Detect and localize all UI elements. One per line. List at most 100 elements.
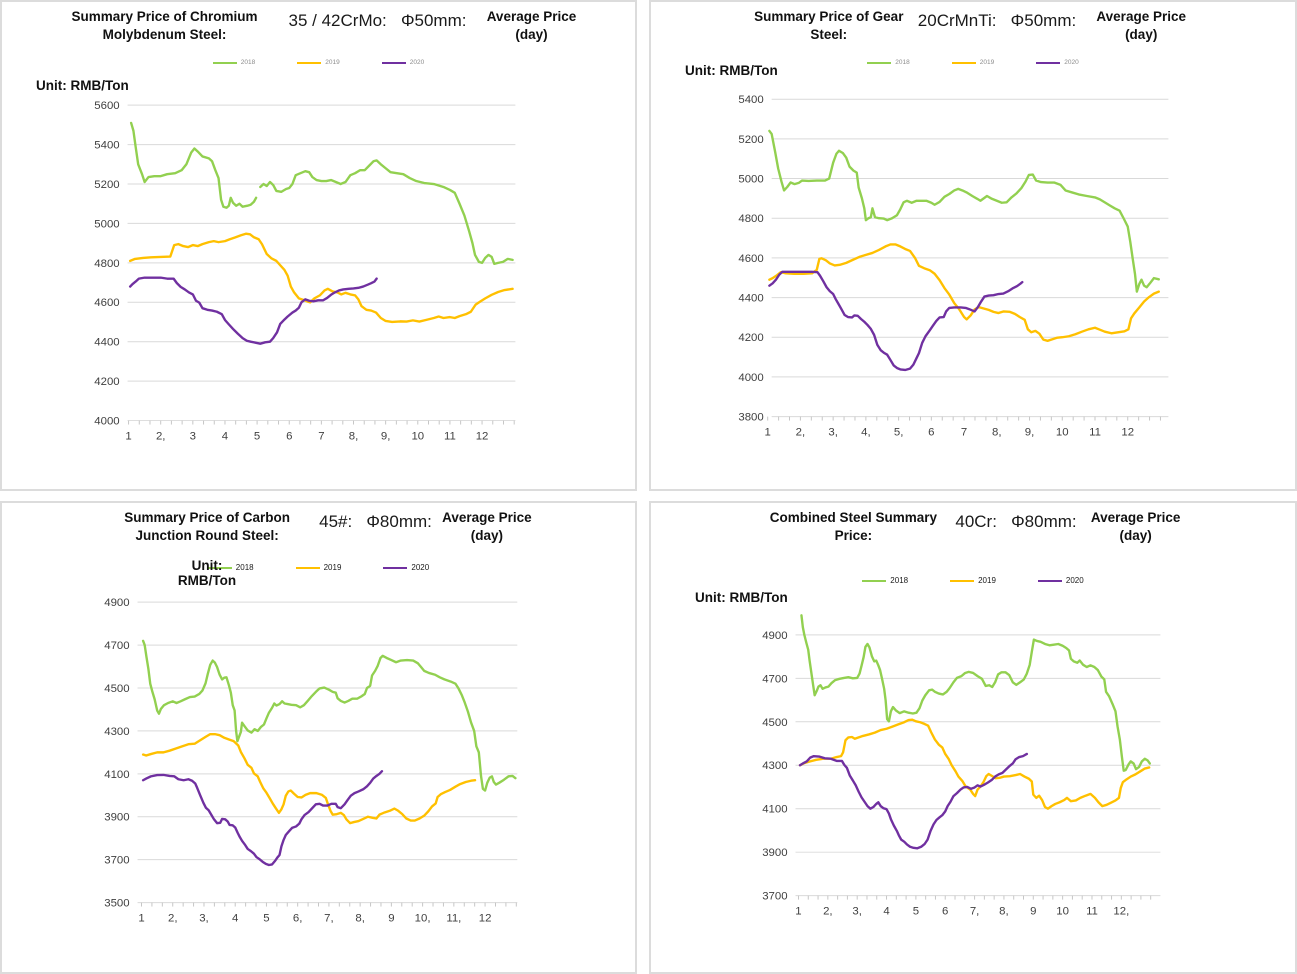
legend-line-2019-icon xyxy=(297,61,322,64)
svg-text:8,: 8, xyxy=(999,905,1009,917)
chart-title-suffix: Average Price (day) xyxy=(1090,510,1181,543)
legend-item-2018: 2018 xyxy=(862,576,908,585)
legend-item-2020: 2020 xyxy=(1037,576,1084,585)
svg-text:4200: 4200 xyxy=(94,376,119,388)
chart-panel-gear-steel: Summary Price of Gear Steel: 20CrMnTi: Φ… xyxy=(649,0,1297,491)
chart-title: Summary Price of Chromium Molybdenum Ste… xyxy=(2,8,635,43)
unit-label: Unit: RMB/Ton xyxy=(36,78,129,93)
svg-text:1: 1 xyxy=(138,912,144,924)
svg-text:5: 5 xyxy=(263,912,269,924)
chart-panel-chromium-molybdenum: Summary Price of Chromium Molybdenum Ste… xyxy=(0,0,637,491)
legend-line-2020-icon xyxy=(383,566,408,569)
svg-text:10: 10 xyxy=(411,430,424,442)
svg-text:6: 6 xyxy=(928,426,934,438)
svg-text:2,: 2, xyxy=(796,426,806,438)
svg-text:4900: 4900 xyxy=(104,597,129,609)
svg-text:6: 6 xyxy=(942,905,948,917)
chart-title-suffix: Average Price (day) xyxy=(1096,9,1186,42)
chart-legend: 2018 2019 2020 xyxy=(2,563,635,572)
svg-text:5400: 5400 xyxy=(738,94,763,106)
chart-title-prefix: Summary Price of Carbon Junction Round S… xyxy=(124,510,290,543)
unit-label: Unit: RMB/Ton xyxy=(685,63,778,78)
svg-text:5: 5 xyxy=(913,905,919,917)
chart-title-spec: 20CrMnTi: Φ50mm: xyxy=(917,11,1077,30)
svg-text:3500: 3500 xyxy=(104,898,129,910)
unit-label: Unit: RMB/Ton xyxy=(695,590,788,605)
svg-text:5000: 5000 xyxy=(94,218,119,230)
svg-text:3700: 3700 xyxy=(104,855,129,867)
legend-item-2019: 2019 xyxy=(951,59,994,66)
svg-text:4800: 4800 xyxy=(738,213,763,225)
chart-title-spec: 35 / 42CrMo: Φ50mm: xyxy=(288,11,467,30)
svg-text:12,: 12, xyxy=(1113,905,1129,917)
svg-text:3900: 3900 xyxy=(104,812,129,824)
svg-text:6: 6 xyxy=(286,430,292,442)
chart-legend: 2018 2019 2020 xyxy=(2,59,635,66)
legend-label: 2019 xyxy=(323,563,342,572)
legend-line-2020-icon xyxy=(381,61,406,64)
svg-text:4400: 4400 xyxy=(738,293,763,305)
legend-label: 2019 xyxy=(978,576,996,585)
legend-item-2020: 2020 xyxy=(1036,59,1079,66)
svg-text:9: 9 xyxy=(1030,905,1036,917)
svg-text:11: 11 xyxy=(1089,426,1101,438)
chart-title-prefix: Summary Price of Chromium Molybdenum Ste… xyxy=(71,9,258,42)
svg-text:5200: 5200 xyxy=(738,134,763,146)
legend-item-2018: 2018 xyxy=(207,563,254,572)
legend-item-2019: 2019 xyxy=(295,563,342,572)
svg-text:3,: 3, xyxy=(828,426,838,438)
svg-text:4200: 4200 xyxy=(738,332,763,344)
unit-label: Unit: RMB/Ton xyxy=(177,558,237,588)
svg-text:4600: 4600 xyxy=(738,253,763,265)
svg-text:3900: 3900 xyxy=(762,847,787,859)
svg-text:4300: 4300 xyxy=(762,760,787,772)
svg-text:4400: 4400 xyxy=(94,337,119,349)
chart-legend: 2018 2019 2020 xyxy=(651,59,1295,66)
svg-text:3,: 3, xyxy=(199,912,209,924)
svg-text:4100: 4100 xyxy=(104,769,129,781)
legend-label: 2019 xyxy=(325,59,340,66)
svg-text:3,: 3, xyxy=(852,905,862,917)
legend-label: 2018 xyxy=(240,59,256,66)
svg-text:1: 1 xyxy=(795,905,801,917)
legend-label: 2018 xyxy=(235,563,254,572)
legend-line-2019-icon xyxy=(295,566,320,569)
svg-text:4800: 4800 xyxy=(94,258,119,270)
svg-text:8,: 8, xyxy=(992,426,1002,438)
legend-line-2019-icon xyxy=(950,579,975,582)
chart-panel-combined-steel: Combined Steel Summary Price: 40Cr: Φ80m… xyxy=(649,501,1297,974)
legend-line-2018-icon xyxy=(212,61,237,64)
svg-text:10: 10 xyxy=(1056,426,1069,438)
line-chart-plot: 5600 5400 5200 5000 4800 4600 4400 4200 4000 1 2, 3… xyxy=(94,100,516,442)
svg-text:4900: 4900 xyxy=(762,630,787,642)
svg-text:10: 10 xyxy=(1056,905,1069,917)
legend-label: 2018 xyxy=(890,576,909,585)
svg-text:4000: 4000 xyxy=(738,372,763,384)
chart-title-spec: 45#: Φ80mm: xyxy=(319,512,432,531)
chart-title-prefix: Summary Price of Gear Steel: xyxy=(754,9,904,42)
legend-line-2019-icon xyxy=(951,61,976,64)
svg-text:4100: 4100 xyxy=(762,804,787,816)
svg-text:12: 12 xyxy=(479,912,492,924)
legend-line-2020-icon xyxy=(1036,61,1061,64)
legend-item-2019: 2019 xyxy=(297,59,340,66)
svg-text:11: 11 xyxy=(1086,905,1098,917)
legend-line-2020-icon xyxy=(1037,579,1062,582)
svg-text:11: 11 xyxy=(444,430,456,442)
legend-label: 2020 xyxy=(1064,59,1079,66)
legend-label: 2020 xyxy=(1065,576,1084,585)
chart-title-suffix: Average Price (day) xyxy=(442,510,532,543)
svg-text:4500: 4500 xyxy=(104,683,129,695)
svg-text:10,: 10, xyxy=(415,912,431,924)
svg-text:4500: 4500 xyxy=(762,717,787,729)
legend-line-2018-icon xyxy=(867,61,892,64)
svg-text:11,: 11, xyxy=(446,912,461,924)
chart-title-suffix: Average Price (day) xyxy=(486,9,577,42)
svg-text:4: 4 xyxy=(232,912,238,924)
legend-label: 2018 xyxy=(895,59,910,66)
legend-item-2019: 2019 xyxy=(950,576,996,585)
chart-title-prefix: Combined Steel Summary Price: xyxy=(769,510,937,543)
svg-text:5,: 5, xyxy=(894,426,904,438)
svg-text:12: 12 xyxy=(476,430,489,442)
